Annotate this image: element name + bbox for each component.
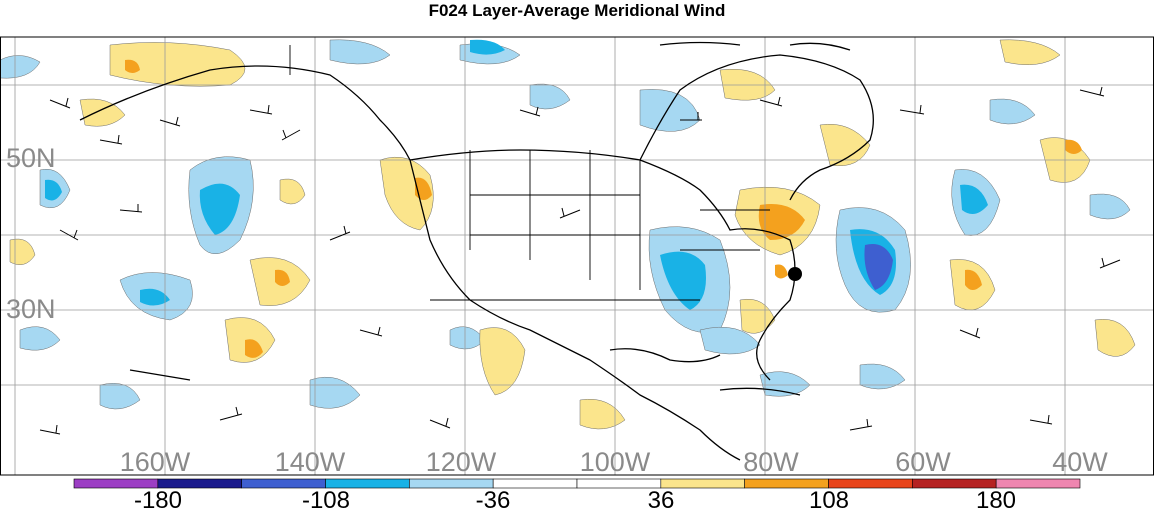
political-borders xyxy=(289,45,770,301)
lon-label-120w: 120W xyxy=(426,447,497,477)
graticule xyxy=(0,37,1154,475)
lon-label-160w: 160W xyxy=(120,447,191,477)
colorbar-label-neg36: -36 xyxy=(476,487,511,511)
negative-wind-shading xyxy=(0,39,1131,410)
colorbar xyxy=(73,478,1081,489)
wind-barbs xyxy=(39,86,1121,435)
lon-label-80w: 80W xyxy=(743,447,799,477)
map-title: F024 Layer-Average Meridional Wind xyxy=(428,1,726,20)
map-frame xyxy=(0,36,1154,476)
strong-positive-wind-shading xyxy=(125,59,1082,358)
lat-label-30n: 30N xyxy=(6,294,56,324)
coastlines xyxy=(79,41,874,461)
colorbar-label-neg108: -108 xyxy=(302,487,350,511)
lon-label-60w: 60W xyxy=(895,447,951,477)
location-marker xyxy=(788,267,802,281)
colorbar-label-neg180: -180 xyxy=(134,487,182,511)
colorbar-label-108: 108 xyxy=(809,487,849,511)
lat-label-50n: 50N xyxy=(6,143,56,173)
very-strong-negative-wind-shading xyxy=(864,244,893,290)
lon-label-40w: 40W xyxy=(1052,447,1108,477)
colorbar-label-36: 36 xyxy=(648,487,675,511)
lon-label-140w: 140W xyxy=(275,447,346,477)
colorbar-swatch xyxy=(995,478,1081,489)
colorbar-label-180: 180 xyxy=(976,487,1016,511)
strong-negative-wind-shading xyxy=(45,39,988,310)
lon-label-100w: 100W xyxy=(580,447,651,477)
